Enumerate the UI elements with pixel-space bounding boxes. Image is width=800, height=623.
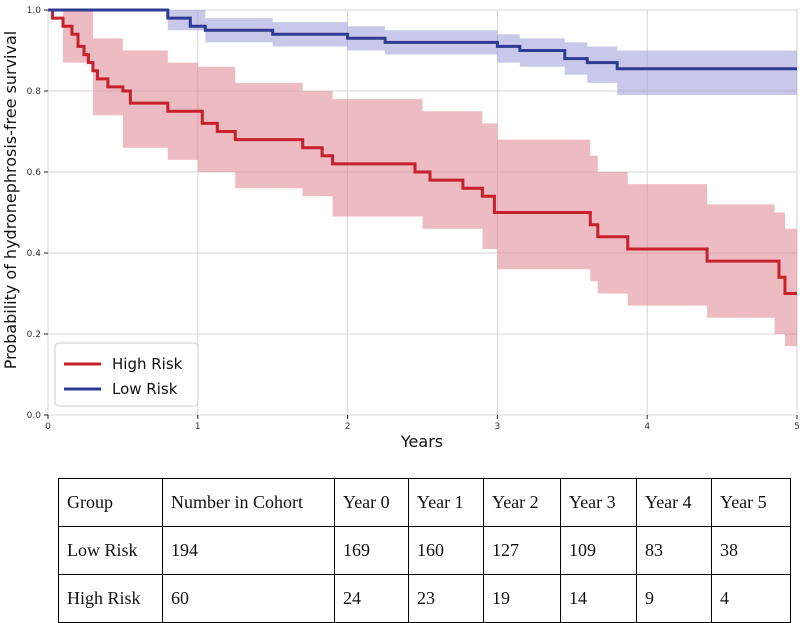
x-tick-label: 1 <box>195 422 201 432</box>
table-cell: 160 <box>408 526 484 575</box>
high-risk-survival-line <box>48 8 797 295</box>
legend-high-risk-label: High Risk <box>112 355 183 373</box>
table-header-cell: Number in Cohort <box>162 478 335 527</box>
table-cell: Low Risk <box>58 526 163 575</box>
table-cell: 60 <box>162 574 335 623</box>
x-tick-label: 0 <box>45 422 51 432</box>
table-header-cell: Year 1 <box>408 478 484 527</box>
survival-lines <box>48 8 797 295</box>
x-axis-title: Years <box>400 432 443 451</box>
y-tick-label: 0.8 <box>27 87 42 97</box>
table-row: High Risk 60 24 23 19 14 9 4 <box>58 574 791 623</box>
table-header-cell: Year 0 <box>334 478 409 527</box>
table-cell: 169 <box>334 526 409 575</box>
table-header-row: Group Number in Cohort Year 0 Year 1 Yea… <box>58 478 791 527</box>
table-cell: 9 <box>636 574 712 623</box>
x-axis-ticks: 0 1 2 3 4 5 <box>45 415 800 432</box>
table-cell: 194 <box>162 526 335 575</box>
table-header-cell: Year 5 <box>711 478 791 527</box>
y-tick-label: 0.2 <box>27 330 41 340</box>
y-axis-title: Probability of hydronephrosis-free survi… <box>1 31 20 369</box>
x-tick-label: 3 <box>495 422 501 432</box>
low-risk-survival-line <box>48 8 797 71</box>
table-cell: 23 <box>408 574 484 623</box>
table-cell: 4 <box>711 574 791 623</box>
table-cell: 14 <box>560 574 637 623</box>
y-tick-label: 1.0 <box>27 6 42 16</box>
y-tick-label: 0.4 <box>27 249 42 259</box>
table-cell: 127 <box>483 526 561 575</box>
table-header-cell: Year 2 <box>483 478 561 527</box>
y-axis-ticks: 0.0 0.2 0.4 0.6 0.8 1.0 <box>27 6 48 421</box>
table-cell: 109 <box>560 526 637 575</box>
table-cell: 24 <box>334 574 409 623</box>
table-cell: 83 <box>636 526 712 575</box>
x-tick-label: 5 <box>794 422 800 432</box>
km-survival-chart: 0 1 2 3 4 5 0.0 0.2 0.4 0.6 0.8 1.0 Years Probabil… <box>1 6 800 451</box>
legend-low-risk-label: Low Risk <box>112 380 178 398</box>
table-header-cell: Year 3 <box>560 478 637 527</box>
table-cell: 38 <box>711 526 791 575</box>
table-cell: 19 <box>483 574 561 623</box>
table-header-cell: Group <box>58 478 163 527</box>
table-row: Low Risk 194 169 160 127 109 83 38 <box>58 526 791 575</box>
number-at-risk-table: Group Number in Cohort Year 0 Year 1 Yea… <box>58 478 791 623</box>
y-tick-label: 0.6 <box>27 168 42 178</box>
x-tick-label: 2 <box>345 422 351 432</box>
table-header-cell: Year 4 <box>636 478 712 527</box>
y-tick-label: 0.0 <box>27 411 42 421</box>
legend: High Risk Low Risk <box>54 342 199 407</box>
x-tick-label: 4 <box>644 422 650 432</box>
table-cell: High Risk <box>58 574 163 623</box>
high-risk-confidence-band <box>48 10 797 347</box>
